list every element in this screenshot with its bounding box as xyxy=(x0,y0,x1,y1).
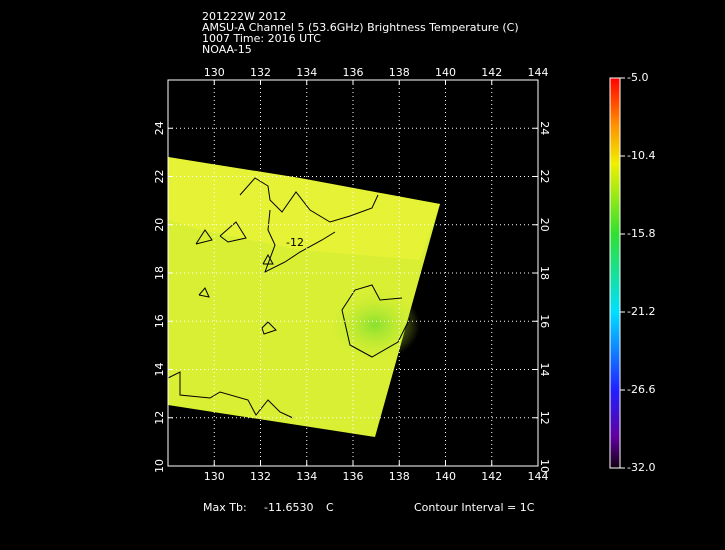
colorbar-label: -26.6 xyxy=(627,383,655,396)
ticks: 130 130 132 132 134 134 136 136 138 138 140 140 142 1… xyxy=(153,66,551,483)
max-tb-label: Max Tb: xyxy=(203,501,247,514)
lon-label-bottom: 140 xyxy=(435,470,456,483)
lat-label-right: 22 xyxy=(538,170,551,184)
max-tb-unit: C xyxy=(326,501,334,514)
lat-label-left: 18 xyxy=(153,266,166,280)
lat-label-left: 16 xyxy=(153,314,166,328)
lon-label-top: 134 xyxy=(296,66,317,79)
lon-label-top: 140 xyxy=(435,66,456,79)
lat-label-left: 20 xyxy=(153,218,166,232)
colorbar-label: -10.4 xyxy=(627,149,655,162)
lat-label-right: 18 xyxy=(538,266,551,280)
lon-label-top: 130 xyxy=(204,66,225,79)
lon-label-top: 132 xyxy=(250,66,271,79)
lat-label-right: 20 xyxy=(538,218,551,232)
lon-label-bottom: 130 xyxy=(204,470,225,483)
lon-label-bottom: 132 xyxy=(250,470,271,483)
lon-label-top: 144 xyxy=(528,66,549,79)
colorbar-ticks: -5.0 -10.4 -15.8 -21.2 -26.6 -32.0 xyxy=(620,71,655,474)
lat-label-left: 12 xyxy=(153,411,166,425)
lon-label-top: 138 xyxy=(389,66,410,79)
lon-label-bottom: 144 xyxy=(528,470,549,483)
lon-label-bottom: 138 xyxy=(389,470,410,483)
lon-label-bottom: 136 xyxy=(343,470,364,483)
lon-label-top: 136 xyxy=(343,66,364,79)
colorbar-label: -21.2 xyxy=(627,305,655,318)
header-line: 201222W 2012 xyxy=(202,10,286,23)
lat-label-right: 12 xyxy=(538,411,551,425)
contour-label: -12 xyxy=(286,236,304,249)
header-line: NOAA-15 xyxy=(202,43,252,56)
swath-band xyxy=(168,157,440,260)
colorbar-label: -15.8 xyxy=(627,227,655,240)
lon-label-top: 142 xyxy=(481,66,502,79)
lat-label-left: 24 xyxy=(153,121,166,135)
lat-label-right: 24 xyxy=(538,121,551,135)
lat-label-left: 22 xyxy=(153,170,166,184)
colorbar-label: -32.0 xyxy=(627,461,655,474)
header-line: AMSU-A Channel 5 (53.6GHz) Brightness Te… xyxy=(202,21,519,34)
header-line: 1007 Time: 2016 UTC xyxy=(202,32,321,45)
lat-label-right: 14 xyxy=(538,363,551,377)
lat-label-right: 16 xyxy=(538,314,551,328)
lon-label-bottom: 142 xyxy=(481,470,502,483)
colorbar xyxy=(609,77,621,469)
contour-interval: Contour Interval = 1C xyxy=(414,501,535,514)
lon-label-bottom: 134 xyxy=(296,470,317,483)
lat-label-left: 10 xyxy=(153,459,166,473)
lat-label-left: 14 xyxy=(153,363,166,377)
colorbar-label: -5.0 xyxy=(627,71,648,84)
lat-label-right: 10 xyxy=(538,459,551,473)
max-tb-value: -11.6530 xyxy=(264,501,313,514)
contours xyxy=(167,177,411,419)
